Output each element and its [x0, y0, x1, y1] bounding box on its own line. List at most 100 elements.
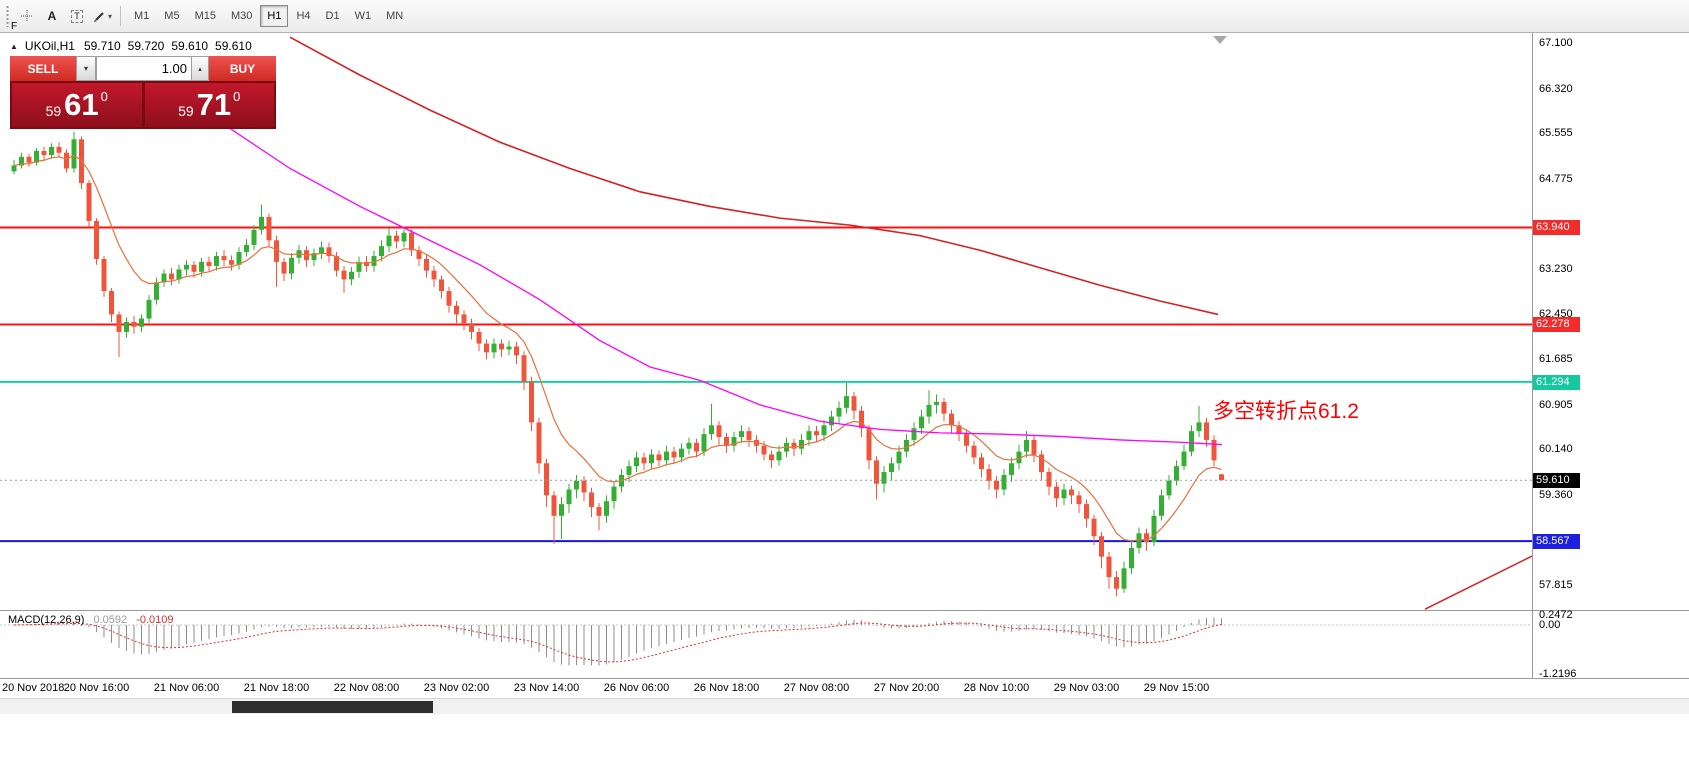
timeframe-m15-button[interactable]: M15 — [188, 5, 223, 27]
sell-price-big: 61 — [64, 87, 99, 122]
timeframe-w1-button[interactable]: W1 — [348, 5, 379, 27]
fast-ma-line — [13, 154, 1222, 542]
macd-plot[interactable] — [0, 611, 1532, 678]
macd-axis-label: 0.00 — [1539, 618, 1561, 631]
buy-price-prefix: 59 — [178, 103, 194, 119]
price-chart-plot[interactable] — [0, 33, 1532, 610]
time-axis-label: 27 Nov 20:00 — [873, 682, 940, 694]
caret-up-icon: ▴ — [198, 65, 202, 73]
draw-tools-button[interactable]: ▾ — [90, 4, 114, 28]
buy-button[interactable]: BUY — [209, 56, 276, 81]
candles-layer — [11, 131, 1224, 597]
chart-annotation-text[interactable]: 多空转折点61.2 — [1213, 400, 1359, 423]
price-badge: 58.567 — [1533, 534, 1580, 550]
ohlc-close: 59.610 — [215, 39, 252, 53]
timeframe-m1-button[interactable]: M1 — [127, 5, 156, 27]
slow-ma-line — [289, 36, 1219, 316]
price-axis-label: 60.905 — [1539, 398, 1573, 411]
macd-axis-label: -1.2196 — [1539, 668, 1577, 680]
macd-axis-label: 0.2472 — [1539, 609, 1573, 621]
indicator-name: MACD(12,26,9) — [8, 614, 85, 626]
buy-price-big: 71 — [196, 87, 232, 122]
price-axis-label: 61.685 — [1539, 353, 1573, 366]
time-axis[interactable]: 20 Nov 2018 20 Nov 16:00 21 Nov 06:00 21 No… — [0, 678, 1689, 698]
crosshair-tool-button[interactable] — [15, 4, 39, 28]
timeframe-d1-button[interactable]: D1 — [319, 5, 347, 27]
indicator-value: 0.0592 — [93, 614, 128, 626]
timeframe-mn-button[interactable]: MN — [379, 5, 410, 27]
time-axis-label: 21 Nov 18:00 — [243, 682, 310, 694]
time-axis-label: 29 Nov 03:00 — [1053, 682, 1120, 694]
caret-down-icon: ▾ — [83, 64, 88, 73]
pencil-icon — [93, 12, 104, 22]
time-axis-label: 23 Nov 14:00 — [513, 682, 580, 694]
time-axis-label: 28 Nov 10:00 — [963, 682, 1030, 694]
toolbar: A T ▾ M1 M5 M15 M30 H1 H4 D1 W1 MN F — [0, 0, 1689, 33]
volume-down-button[interactable]: ▾ — [76, 56, 96, 81]
price-axis-label: 62.450 — [1539, 308, 1573, 321]
price-badge: 62.278 — [1533, 317, 1580, 333]
time-axis-label: 23 Nov 02:00 — [423, 682, 490, 694]
macd-axis: 0.2472 0.00 -1.2196 — [1532, 609, 1689, 680]
timeframe-h4-button[interactable]: H4 — [289, 5, 317, 27]
mid-ma-line — [149, 71, 1223, 446]
candlestick-chart-canvas[interactable] — [0, 33, 1532, 610]
crosshair-icon — [21, 10, 33, 22]
trade-widget-price-row: 59 61 0 59 71 0 — [10, 81, 276, 129]
ohlc-open: 59.710 — [83, 39, 121, 53]
volume-input[interactable] — [97, 57, 191, 80]
toolbar-fragment-label: F — [11, 21, 18, 32]
scrollbar-thumb[interactable] — [232, 701, 433, 713]
chart-symbol-line: ▲ UKOil,H1 59.710 59.720 59.610 59.610 — [10, 39, 252, 53]
time-axis-label: 29 Nov 15:00 — [1143, 682, 1210, 694]
toolbar-separator — [120, 6, 121, 26]
macd-indicator-panel: MACD(12,26,9) 0.0592 -0.0109 0.2472 0.00 -… — [0, 609, 1689, 680]
symbol-triangle-icon: ▲ — [10, 41, 18, 51]
sell-price-sup: 0 — [100, 89, 108, 104]
horizontal-scrollbar[interactable] — [0, 698, 1689, 714]
macd-histogram-layer — [21, 617, 1222, 666]
price-axis-label: 57.815 — [1539, 578, 1573, 591]
price-axis-label: 65.555 — [1539, 127, 1573, 140]
chart-shift-marker[interactable] — [1213, 36, 1227, 44]
volume-up-button[interactable]: ▴ — [191, 57, 208, 80]
horizontal-lines-layer — [0, 226, 1532, 543]
time-axis-label: 26 Nov 18:00 — [693, 682, 760, 694]
trendline-segment[interactable] — [1424, 555, 1532, 610]
price-badge: 63.940 — [1533, 220, 1580, 236]
price-axis-label: 67.100 — [1539, 37, 1573, 49]
indicator-label: MACD(12,26,9) 0.0592 -0.0109 — [8, 614, 174, 626]
price-axis-label: 66.320 — [1539, 82, 1573, 95]
ohlc-high: 59.720 — [127, 39, 165, 53]
price-badge: 61.294 — [1533, 374, 1580, 390]
time-axis-label: 21 Nov 06:00 — [153, 682, 220, 694]
sell-button[interactable]: SELL — [10, 56, 76, 81]
price-axis-label: 60.140 — [1539, 443, 1573, 456]
sell-price-prefix: 59 — [45, 103, 62, 119]
timeframe-h1-button[interactable]: H1 — [260, 5, 289, 27]
volume-field: ▴ — [96, 56, 209, 81]
indicator-signal-value: -0.0109 — [136, 614, 174, 626]
time-axis-label: 26 Nov 06:00 — [603, 682, 670, 694]
caret-down-icon: ▾ — [107, 11, 112, 21]
macd-signal-line — [13, 622, 1222, 663]
buy-price-sup: 0 — [233, 89, 241, 104]
time-axis-label: 20 Nov 16:00 — [63, 682, 130, 694]
text-tool-button[interactable]: A — [40, 4, 64, 28]
sell-price-panel[interactable]: 59 61 0 — [12, 83, 142, 127]
price-axis-label: 59.360 — [1539, 488, 1573, 501]
label-tool-button[interactable]: T — [65, 4, 89, 28]
one-click-trading-widget: SELL ▾ ▴ BUY 59 61 0 59 71 0 — [10, 56, 276, 129]
toolbar-drag-handle[interactable] — [5, 5, 10, 27]
price-axis[interactable]: 67.100 66.320 65.555 64.775 63.230 62.450 61.6… — [1532, 33, 1689, 610]
chart-window: ▲ UKOil,H1 59.710 59.720 59.610 59.610 S… — [0, 33, 1689, 610]
ohlc-low: 59.610 — [171, 39, 209, 53]
price-axis-label: 63.230 — [1539, 262, 1573, 275]
macd-canvas[interactable] — [0, 611, 1532, 678]
time-axis-label: 22 Nov 08:00 — [333, 682, 400, 694]
buy-price-panel[interactable]: 59 71 0 — [144, 83, 274, 127]
trade-widget-top-row: SELL ▾ ▴ BUY — [10, 56, 276, 81]
timeframe-m5-button[interactable]: M5 — [157, 5, 186, 27]
current-price-badge: 59.610 — [1533, 473, 1580, 489]
timeframe-m30-button[interactable]: M30 — [224, 5, 259, 27]
